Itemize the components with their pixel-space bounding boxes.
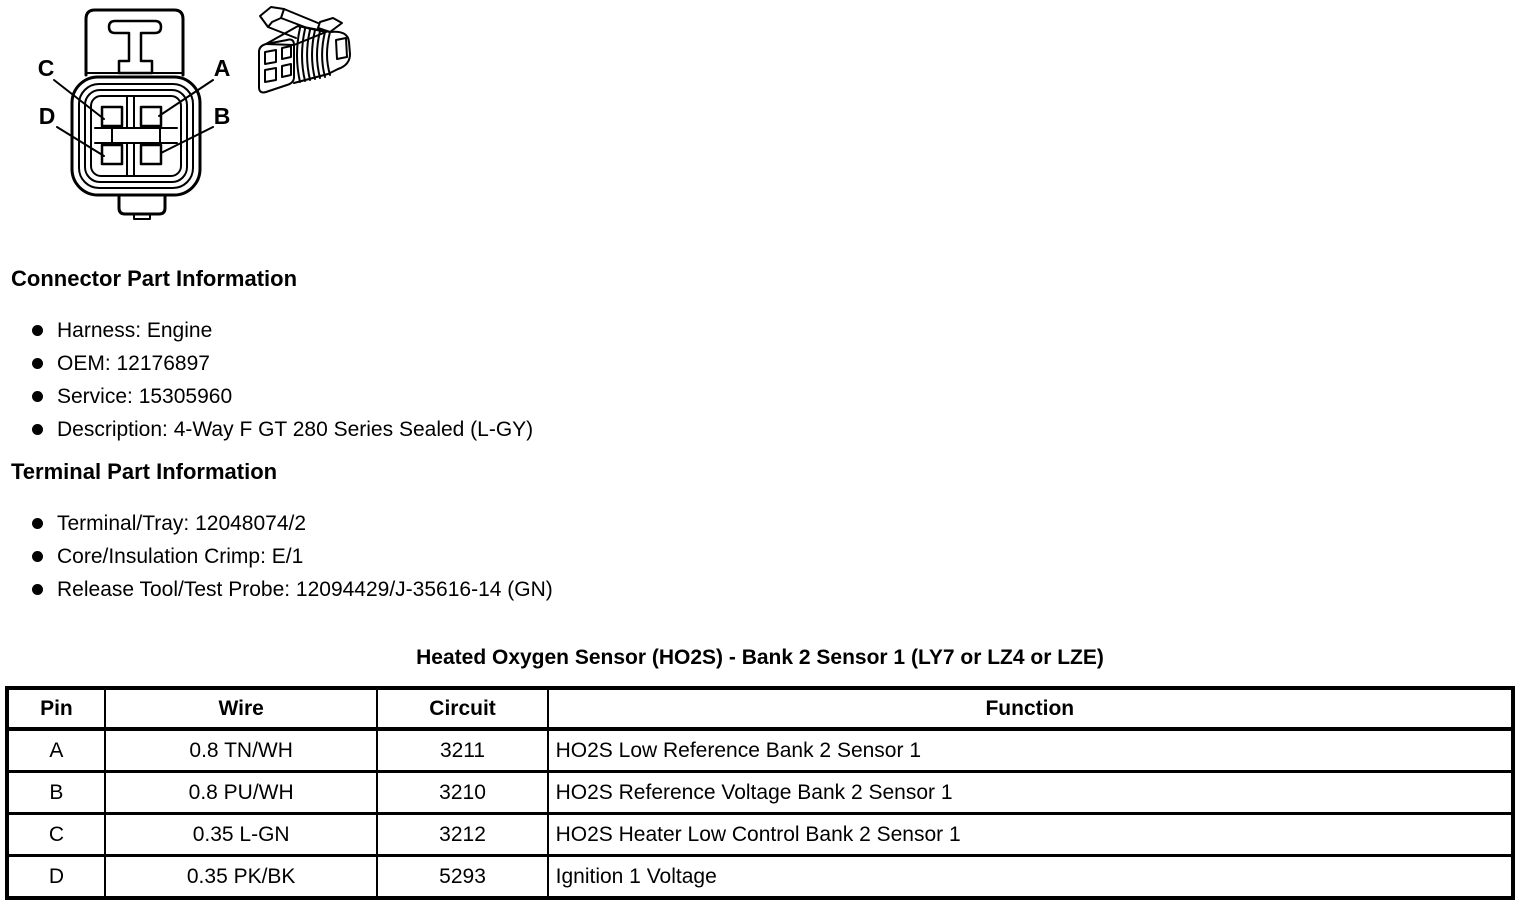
circuit-cell: 3211 — [376, 727, 549, 773]
bullet-icon — [32, 551, 43, 562]
leader-line-d — [56, 126, 105, 157]
wire-cell: 0.8 TN/WH — [103, 727, 379, 773]
wiring-pinout-table: Pin Wire Circuit Function A 0.8 TN/WH 32… — [5, 686, 1515, 900]
table-title: Heated Oxygen Sensor (HO2S) - Bank 2 Sen… — [416, 646, 1104, 669]
column-header-pin: Pin — [6, 688, 106, 731]
wire-cell: 0.8 PU/WH — [103, 770, 379, 815]
wire-cell: 0.35 L-GN — [103, 812, 379, 857]
connector-part-info-list: Harness: Engine OEM: 12176897 Service: 1… — [0, 314, 1520, 446]
function-cell: Ignition 1 Voltage — [546, 854, 1515, 900]
table-header-row: Pin Wire Circuit Function — [6, 688, 1515, 731]
pin-label-a: A — [214, 55, 231, 81]
list-item-text: Core/Insulation Crimp: E/1 — [57, 545, 304, 568]
pin-cavity-a — [100, 105, 124, 128]
bullet-icon — [32, 325, 43, 336]
connector-side-view-drawing — [258, 6, 351, 94]
pin-cell: A — [6, 727, 106, 773]
list-item: OEM: 12176897 — [0, 347, 1520, 380]
function-cell: HO2S Heater Low Control Bank 2 Sensor 1 — [546, 812, 1515, 857]
column-header-wire: Wire — [103, 688, 379, 731]
pin-cavity-c — [139, 105, 163, 128]
list-item-text: Description: 4-Way F GT 280 Series Seale… — [57, 418, 534, 441]
list-item: Core/Insulation Crimp: E/1 — [0, 540, 1520, 573]
connector-part-info-heading: Connector Part Information — [11, 266, 298, 291]
terminal-part-info-list: Terminal/Tray: 12048074/2 Core/Insulatio… — [0, 507, 1520, 606]
list-item-text: Harness: Engine — [57, 319, 213, 342]
column-header-function: Function — [546, 688, 1515, 731]
circuit-cell: 3212 — [376, 812, 549, 857]
circuit-cell: 5293 — [376, 854, 549, 900]
list-item-text: Release Tool/Test Probe: 12094429/J-3561… — [57, 578, 553, 601]
wire-cell: 0.35 PK/BK — [103, 854, 379, 900]
function-cell: HO2S Reference Voltage Bank 2 Sensor 1 — [546, 770, 1515, 815]
leader-line-c — [53, 79, 105, 120]
bullet-icon — [32, 358, 43, 369]
pin-cavity-d — [100, 143, 124, 166]
bullet-icon — [32, 584, 43, 595]
connector-diagram: C A D B — [0, 2, 1520, 234]
table-row: D 0.35 PK/BK 5293 Ignition 1 Voltage — [6, 854, 1515, 900]
connector-front-view-drawing: C A D B — [38, 8, 231, 220]
table-row: B 0.8 PU/WH 3210 HO2S Reference Voltage … — [6, 770, 1515, 815]
table-row: A 0.8 TN/WH 3211 HO2S Low Reference Bank… — [6, 727, 1515, 773]
list-item: Harness: Engine — [0, 314, 1520, 347]
pin-cell: B — [6, 770, 106, 815]
list-item: Release Tool/Test Probe: 12094429/J-3561… — [0, 573, 1520, 606]
bullet-icon — [32, 424, 43, 435]
list-item-text: OEM: 12176897 — [57, 352, 210, 375]
connector-diagram-svg: C A D B — [38, 6, 351, 220]
function-cell: HO2S Low Reference Bank 2 Sensor 1 — [546, 727, 1515, 773]
table-row: C 0.35 L-GN 3212 HO2S Heater Low Control… — [6, 812, 1515, 857]
pin-cell: D — [6, 854, 106, 900]
pin-cavity-b — [139, 143, 163, 166]
bullet-icon — [32, 391, 43, 402]
pin-cell: C — [6, 812, 106, 857]
list-item: Service: 15305960 — [0, 380, 1520, 413]
column-header-circuit: Circuit — [376, 688, 549, 731]
leader-line-a — [158, 79, 214, 117]
list-item: Description: 4-Way F GT 280 Series Seale… — [0, 413, 1520, 446]
pin-label-b: B — [214, 103, 231, 129]
list-item-text: Service: 15305960 — [57, 385, 233, 408]
terminal-part-info-heading: Terminal Part Information — [11, 459, 278, 484]
leader-line-b — [160, 126, 214, 154]
circuit-cell: 3210 — [376, 770, 549, 815]
pin-label-c: C — [38, 55, 55, 81]
bullet-icon — [32, 518, 43, 529]
list-item: Terminal/Tray: 12048074/2 — [0, 507, 1520, 540]
pin-label-d: D — [39, 103, 56, 129]
list-item-text: Terminal/Tray: 12048074/2 — [57, 512, 307, 535]
